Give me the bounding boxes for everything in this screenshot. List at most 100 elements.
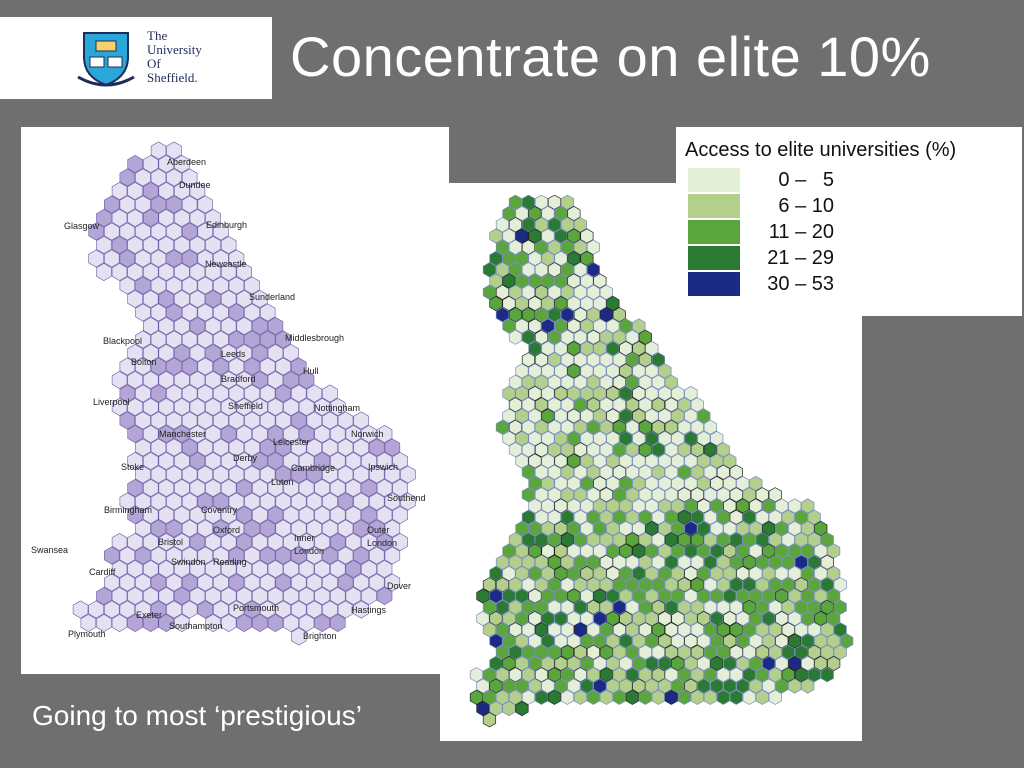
- hex-cell: [736, 610, 750, 627]
- hex-cell: [502, 430, 516, 447]
- hex-cell: [606, 655, 620, 672]
- hex-cell: [166, 141, 182, 160]
- hex-cell: [716, 464, 730, 480]
- hex-cell: [150, 546, 167, 565]
- hex-cell: [554, 543, 568, 559]
- hex-cell: [205, 587, 221, 605]
- hex-cell: [275, 357, 291, 376]
- hex-cell: [220, 479, 237, 497]
- hex-cell: [619, 565, 633, 582]
- hex-cell: [742, 577, 756, 593]
- hex-cell: [729, 487, 743, 503]
- hex-cell: [788, 633, 802, 649]
- hex-cell: [353, 546, 369, 565]
- university-logo[interactable]: The University Of Sheffield.: [0, 17, 272, 99]
- hex-cell: [135, 249, 151, 268]
- hex-cell: [502, 543, 516, 559]
- hex-cell: [353, 600, 369, 619]
- hex-cell: [197, 600, 213, 619]
- hex-cell: [567, 295, 581, 312]
- hex-cell: [158, 398, 174, 416]
- hex-cell: [723, 453, 737, 469]
- hex-cell: [573, 442, 587, 458]
- hex-cell: [291, 573, 307, 592]
- hex-cell: [827, 610, 841, 627]
- hex-cell: [166, 276, 182, 295]
- place-label: Sheffield: [228, 401, 263, 411]
- hex-cell: [267, 506, 284, 524]
- hex-cell: [236, 614, 252, 632]
- hex-cell: [135, 168, 151, 187]
- hex-cell: [547, 397, 562, 413]
- hex-cell: [625, 442, 639, 458]
- hex-cell: [638, 374, 652, 390]
- hex-cell: [580, 543, 594, 559]
- hex-cell: [283, 371, 299, 389]
- hex-cell: [143, 317, 159, 335]
- hex-cell: [252, 317, 268, 335]
- hex-cell: [710, 430, 724, 447]
- hex-cell: [143, 209, 159, 227]
- hex-cell: [580, 340, 594, 357]
- hex-cell: [645, 565, 659, 582]
- hex-cell: [150, 573, 167, 592]
- hex-cell: [220, 506, 237, 524]
- hex-cell: [632, 363, 646, 379]
- hex-cell: [306, 519, 323, 538]
- hex-cell: [677, 689, 691, 705]
- hex-cell: [515, 363, 529, 379]
- hex-cell: [638, 622, 652, 638]
- hex-cell: [291, 438, 307, 457]
- hex-cell: [143, 587, 159, 605]
- hex-cell: [197, 330, 213, 349]
- hex-cell: [236, 398, 252, 416]
- hex-cell: [205, 479, 221, 497]
- hex-cell: [554, 565, 568, 582]
- hex-cell: [275, 411, 291, 430]
- hex-cell: [482, 689, 497, 705]
- hex-cell: [632, 520, 646, 537]
- hex-cell: [361, 452, 377, 470]
- hex-cell: [267, 452, 284, 470]
- hex-cell: [684, 543, 698, 559]
- hex-cell: [495, 419, 510, 435]
- hex-cell: [547, 554, 562, 570]
- hex-cell: [213, 276, 229, 295]
- hex-cell: [710, 588, 724, 604]
- hex-cell: [547, 217, 562, 233]
- hex-cell: [723, 678, 737, 694]
- hex-cell: [384, 519, 401, 538]
- hex-cell: [573, 577, 587, 593]
- hex-cell: [567, 273, 581, 289]
- hex-cell: [716, 442, 730, 458]
- hex-cell: [495, 239, 510, 255]
- hex-cell: [567, 588, 581, 604]
- hex-cell: [625, 487, 639, 503]
- hex-cell: [755, 599, 769, 615]
- hex-cell: [495, 689, 510, 705]
- hex-cell: [298, 533, 315, 551]
- hex-cell: [291, 627, 307, 646]
- hex-cell: [677, 667, 691, 683]
- hex-cell: [189, 182, 206, 200]
- hex-cell: [606, 498, 620, 514]
- hex-cell: [768, 622, 782, 638]
- hex-cell: [534, 194, 549, 210]
- hex-cell: [586, 487, 600, 503]
- place-label: Manchester: [159, 429, 206, 439]
- hex-cell: [586, 307, 600, 323]
- legend-swatch: [688, 168, 740, 192]
- hex-cell: [632, 633, 646, 649]
- hex-cell: [158, 371, 174, 389]
- hex-cell: [632, 565, 646, 582]
- hex-cell: [236, 290, 252, 308]
- logo-line: The: [147, 28, 168, 43]
- hex-cell: [541, 498, 555, 514]
- hex-cell: [651, 689, 665, 705]
- hex-cell: [833, 577, 847, 593]
- hex-cell: [291, 546, 307, 565]
- hex-cell: [671, 408, 685, 424]
- hex-cell: [664, 464, 678, 480]
- hex-cell: [534, 554, 549, 570]
- place-label: Middlesbrough: [285, 333, 344, 343]
